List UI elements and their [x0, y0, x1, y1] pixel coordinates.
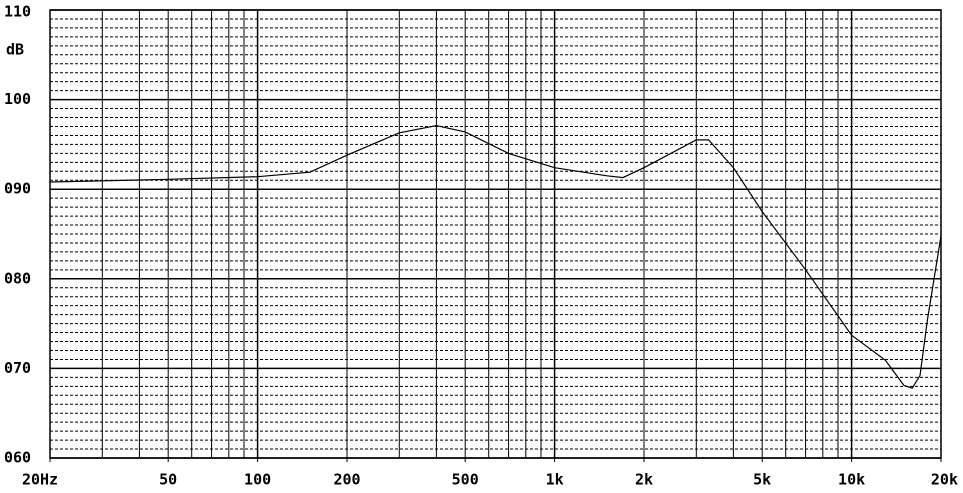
x-tick-label: 500 — [452, 471, 479, 489]
y-tick-label: 100 — [4, 90, 31, 108]
x-tick-label: 10k — [838, 471, 865, 489]
plot-border — [49, 9, 942, 459]
y-tick-label: 070 — [4, 359, 31, 377]
y-tick-label: 080 — [4, 269, 31, 287]
y-tick-label: 110 — [4, 3, 31, 21]
x-tick-label: 1k — [546, 471, 564, 489]
x-tick-label: 200 — [333, 471, 360, 489]
x-tick-label: 100 — [244, 471, 271, 489]
y-unit-label: dB — [6, 41, 24, 59]
x-tick-label: 50 — [159, 471, 177, 489]
x-tick-label: 5k — [753, 471, 771, 489]
x-tick-label: 20Hz — [22, 471, 58, 489]
x-tick-label: 2k — [635, 471, 653, 489]
x-tick-label: 20k — [931, 471, 958, 489]
y-tick-label: 090 — [4, 180, 31, 198]
y-tick-label: 060 — [4, 449, 31, 467]
response-line — [49, 124, 942, 389]
